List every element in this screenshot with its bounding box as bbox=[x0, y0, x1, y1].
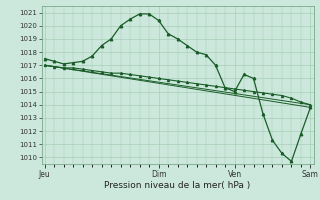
X-axis label: Pression niveau de la mer( hPa ): Pression niveau de la mer( hPa ) bbox=[104, 181, 251, 190]
